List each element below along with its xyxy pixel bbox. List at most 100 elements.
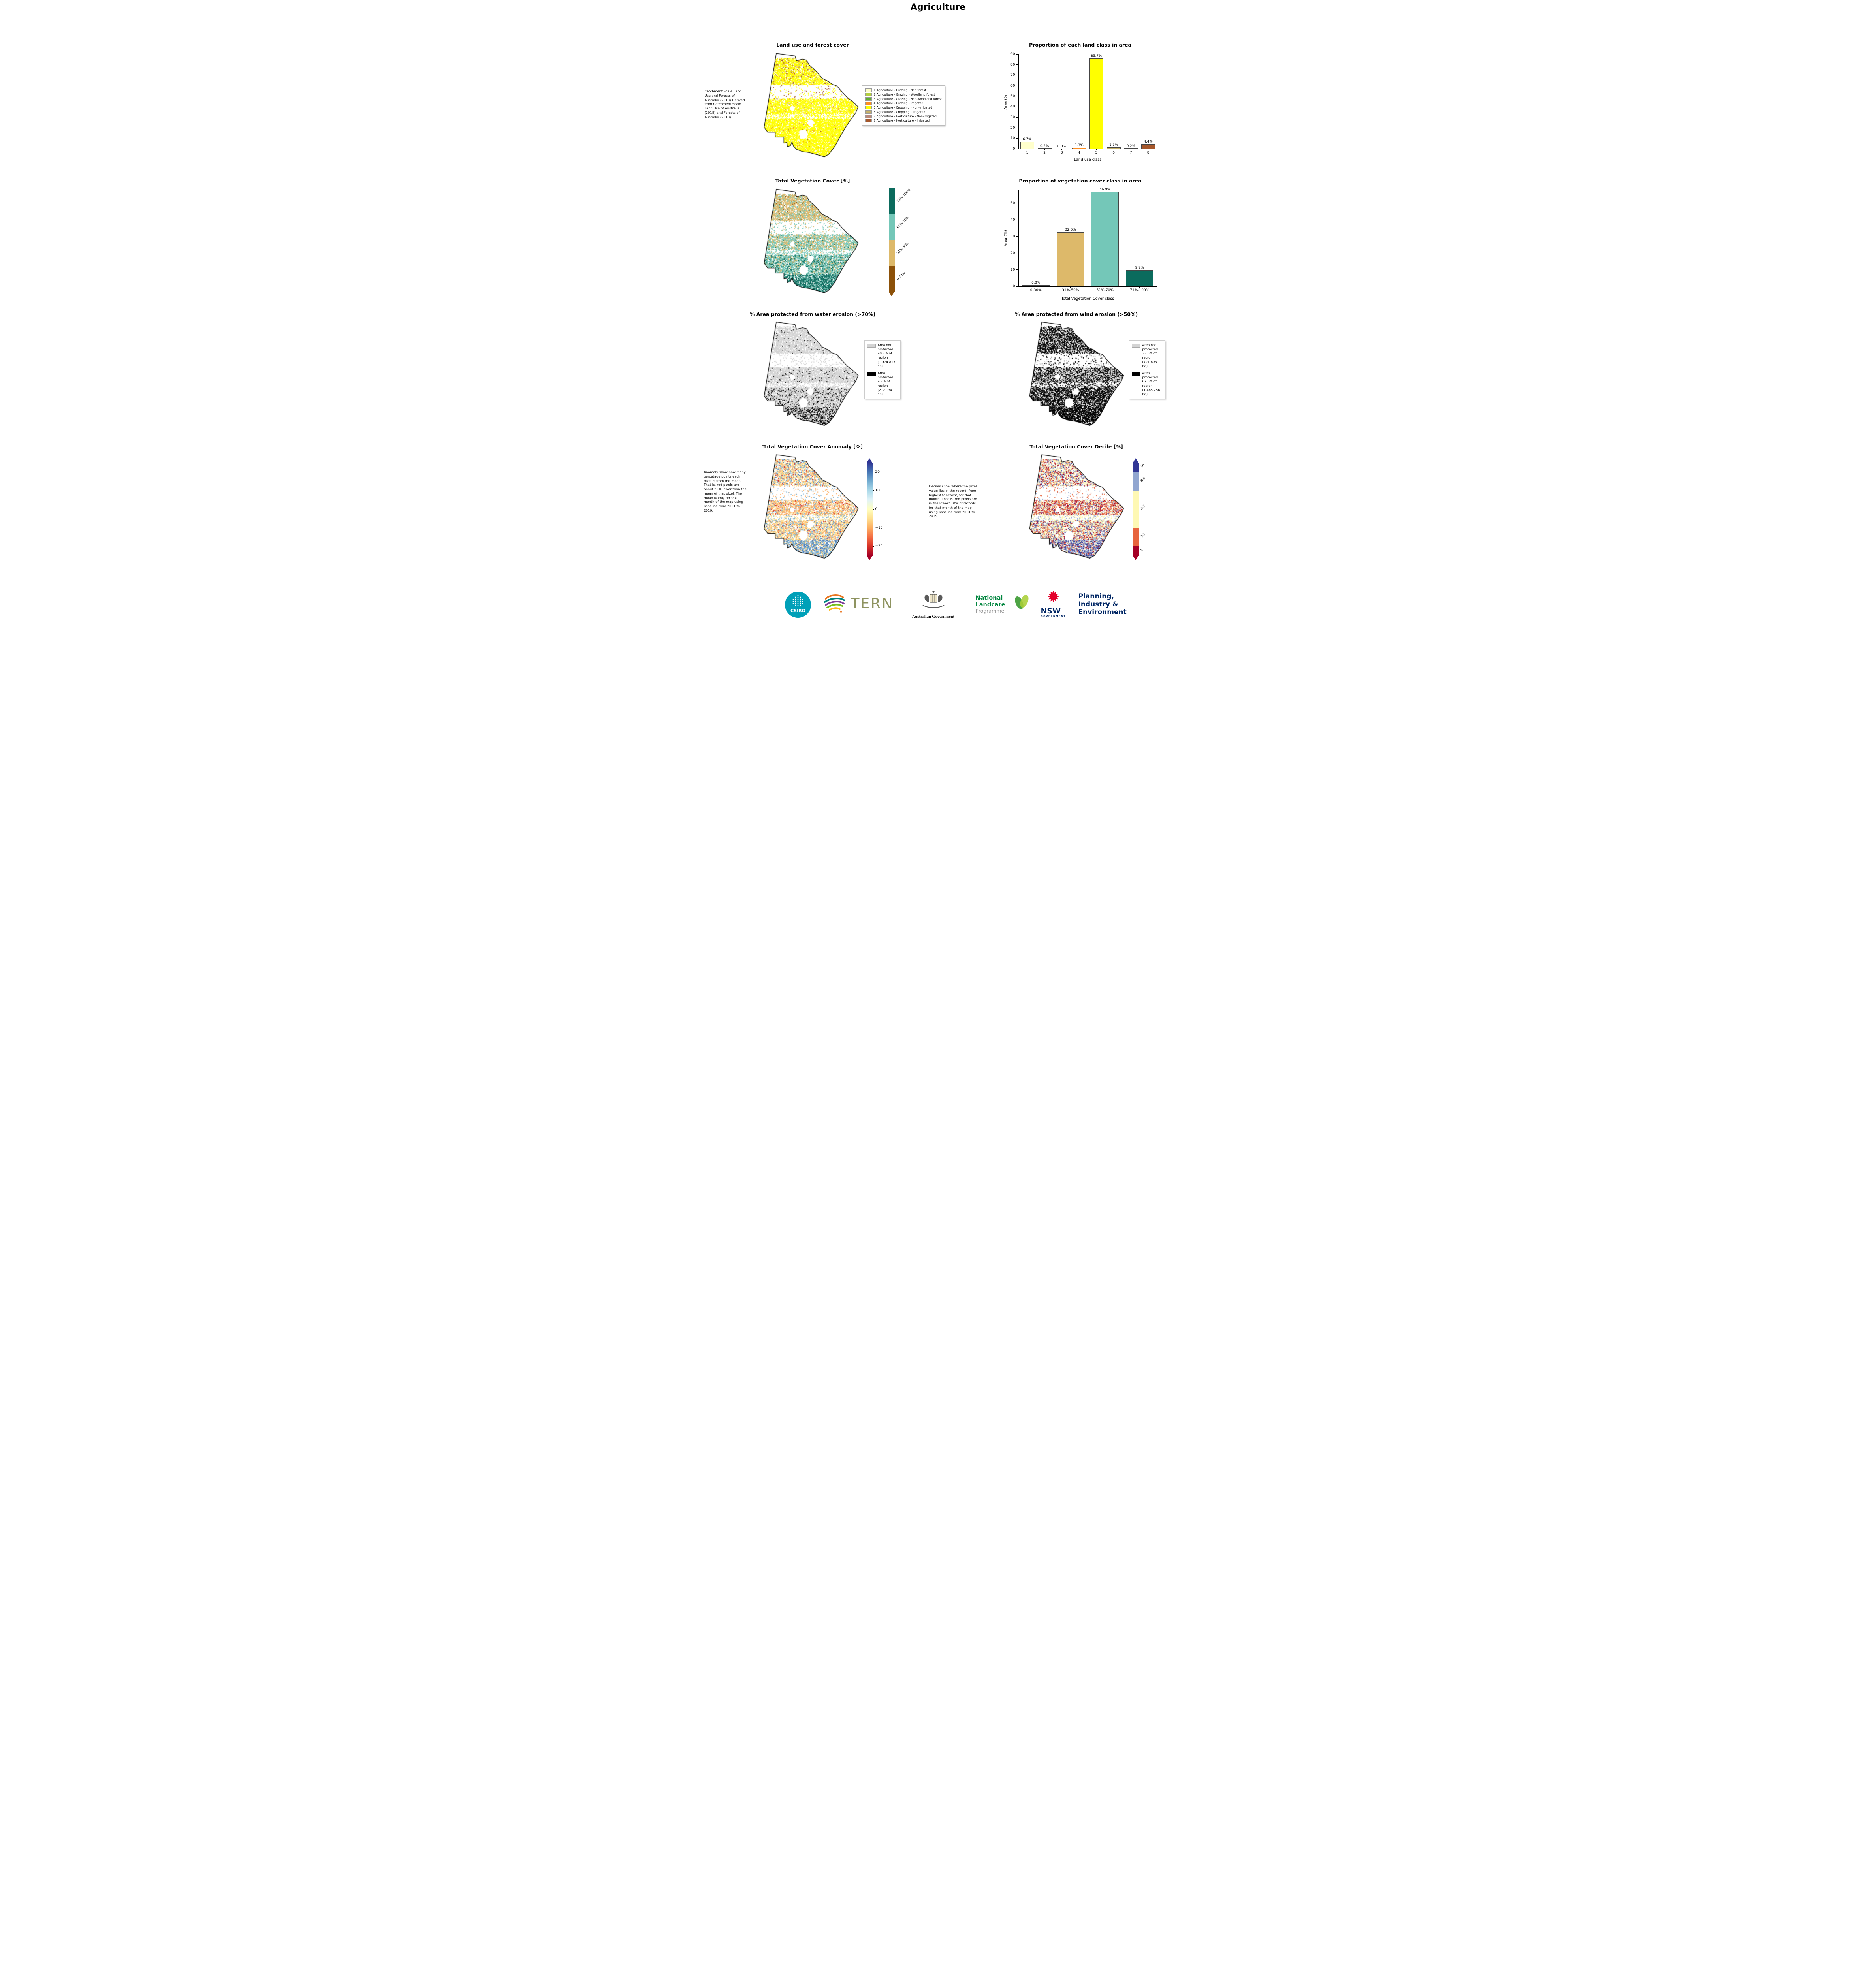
- colorbar-segment: [888, 240, 895, 266]
- y-tick-label: 90: [1010, 52, 1015, 56]
- bar: [1089, 58, 1103, 149]
- bar-value-label: 85.7%: [1091, 54, 1102, 58]
- legend-item: 6 Agriculture - Cropping - Irrigated: [865, 110, 942, 114]
- chart2-ylabel: Area (%): [1003, 230, 1008, 246]
- decile-note: Deciles show where the pixel value lies …: [929, 484, 977, 518]
- y-tick-label: 20: [1010, 251, 1015, 255]
- water-erosion-legend: Area not protected 90.3% of region (1,97…: [864, 340, 901, 399]
- bar-value-label: 0.8%: [1031, 280, 1041, 285]
- chart2-xlabel: Total Vegetation Cover class: [1061, 297, 1114, 301]
- colorbar-segment: [1133, 528, 1139, 547]
- land-use-map: [761, 52, 863, 160]
- legend-label: 4 Agriculture - Grazing - Irrigated: [873, 102, 924, 105]
- colorbar-label: 51%-70%: [895, 215, 910, 229]
- land-use-legend: 1 Agriculture - Grazing - Non forest 2 Ag…: [862, 85, 945, 126]
- bar: [1020, 142, 1034, 149]
- bar-value-label: 4.4%: [1144, 140, 1153, 144]
- legend-label: Area not protected 90.3% of region (1,97…: [877, 343, 896, 368]
- colorbar-extend-arrow: [1133, 458, 1138, 463]
- nsw-government-label: GOVERNMENT: [1041, 615, 1066, 618]
- anomaly-map-title: Total Vegetation Cover Anomaly [%]: [762, 444, 863, 450]
- x-tick-mark: [1061, 149, 1062, 150]
- legend-swatch: [865, 119, 872, 122]
- y-tick-mark: [1016, 269, 1018, 270]
- nsw-waratah-icon: [1047, 591, 1059, 602]
- veg-class-chart-title: Proportion of vegetation cover class in …: [1019, 178, 1142, 184]
- veg-class-chart: Area (%) 0 10 20 30 40 50 0.8% 0-30% 32.6% 31%-50…: [1000, 182, 1161, 301]
- legend-item: 5 Agriculture - Cropping - Non-irrigated: [865, 106, 942, 109]
- crest-shield: [929, 594, 937, 603]
- legend-swatch: [867, 371, 876, 376]
- legend-swatch: [865, 102, 872, 105]
- crest-kangaroo: [924, 594, 929, 602]
- csiro-dots: [792, 595, 803, 606]
- australian-government-crest: ★: [916, 589, 951, 615]
- colorbar-label: 1: [1139, 548, 1144, 553]
- bar: [1091, 192, 1119, 286]
- legend-swatch: [865, 93, 872, 96]
- colorbar-extend-arrow: [866, 556, 872, 560]
- legend-swatch: [865, 97, 872, 101]
- legend-swatch: [865, 115, 872, 118]
- legend-label: 1 Agriculture - Grazing - Non forest: [873, 88, 926, 92]
- y-tick-label: 40: [1010, 218, 1015, 222]
- y-tick-label: 0: [1012, 147, 1015, 151]
- y-tick-label: 20: [1010, 126, 1015, 130]
- bar-value-label: 0.0%: [1057, 145, 1067, 149]
- x-tick-label: 8: [1147, 151, 1150, 155]
- colorbar-label: 0-30%: [895, 270, 906, 281]
- x-tick-mark: [1096, 149, 1097, 150]
- chart1-plot-area: 0 10 20 30 40 50 60 70 80 90 6.7% 1 0.2% 2 0.0% 3 1.3% 4 8…: [1010, 52, 1157, 155]
- colorbar-label: 4-7: [1139, 504, 1146, 511]
- x-tick-label: 2: [1043, 151, 1046, 155]
- bar: [1022, 285, 1050, 286]
- legend-item: Area not protected 90.3% of region (1,97…: [867, 343, 898, 368]
- y-tick-label: 30: [1010, 234, 1015, 239]
- x-tick-mark: [1070, 286, 1071, 288]
- chart1-ylabel: Area (%): [1003, 93, 1008, 110]
- colorbar-segment: [1133, 463, 1139, 472]
- colorbar-segment: [888, 188, 895, 214]
- y-tick-label: 80: [1010, 62, 1015, 67]
- chart1-xlabel: Land use class: [1074, 158, 1102, 162]
- legend-item: 8 Agriculture - Horticulture - Irrigated: [865, 119, 942, 122]
- y-tick-label: 50: [1010, 201, 1015, 205]
- anomaly-note: Anomaly show how many percetage points e…: [704, 470, 747, 513]
- y-tick-mark: [1016, 138, 1018, 139]
- csiro-label: CSIRO: [790, 608, 805, 613]
- legend-label: Area protected 67.0% of region (1,465,25…: [1142, 371, 1160, 396]
- x-tick-mark: [1044, 149, 1045, 150]
- veg-cover-colorbar: 71%-100% 51%-70% 31%-50% 0-30%: [888, 188, 911, 296]
- leaf-light: [1020, 594, 1028, 608]
- y-tick-mark: [1016, 64, 1018, 65]
- x-tick-label: 31%-50%: [1062, 288, 1079, 292]
- legend-swatch: [1131, 371, 1140, 376]
- report-figure: Agriculture Land use and forest cover Ca…: [703, 0, 1173, 640]
- decile-colorbar: 10 8-9 4-7 2-3 1: [1133, 458, 1146, 560]
- colorbar-label: 2-3: [1139, 532, 1146, 539]
- legend-swatch: [865, 88, 872, 92]
- land-class-chart-title: Proportion of each land class in area: [1029, 42, 1131, 48]
- legend-label: Area protected 9.7% of region (212,134 h…: [877, 371, 894, 396]
- veg-cover-map-title: Total Vegetation Cover [%]: [775, 178, 850, 184]
- colorbar-extend-arrow: [889, 292, 894, 296]
- crest-branches: [922, 605, 944, 608]
- legend-swatch: [865, 106, 872, 109]
- legend-label: 8 Agriculture - Horticulture - Irrigated: [873, 119, 930, 122]
- colorbar-segment: [888, 266, 895, 292]
- csiro-circle: [785, 592, 811, 618]
- legend-swatch: [865, 110, 872, 114]
- tern-logo-text: TERN: [851, 596, 894, 612]
- page-title: Agriculture: [910, 2, 966, 12]
- legend-label: 3 Agriculture - Grazing - Non-woodland f…: [873, 97, 942, 101]
- landcare-logo-text: National Landcare Programme: [976, 595, 1005, 614]
- land-use-source-note: Catchment Scale Land Use and Forests of …: [704, 89, 745, 119]
- legend-swatch: [867, 344, 876, 348]
- bar-value-label: 9.7%: [1135, 266, 1144, 270]
- bar: [1125, 270, 1153, 286]
- dpie-logo-text: Planning, Industry & Environment: [1078, 592, 1127, 616]
- bar: [1106, 147, 1121, 149]
- bar-value-label: 0.2%: [1040, 144, 1049, 149]
- colorbar-label: 71%-100%: [895, 188, 911, 203]
- landcare-line-1: National: [975, 595, 1003, 601]
